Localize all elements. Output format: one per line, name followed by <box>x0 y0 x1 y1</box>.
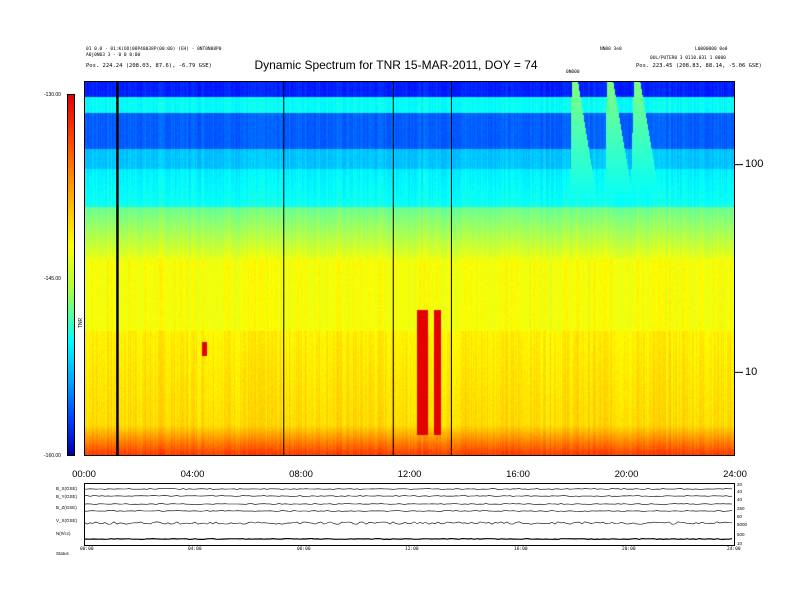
ts-x-tick-3: 12:00 <box>405 547 419 552</box>
spectrum-overlay <box>116 82 452 455</box>
ts-right-5: 5000 <box>737 522 748 527</box>
ts-x-tick-4: 16:00 <box>514 547 528 552</box>
ts-right-7: 10 <box>737 541 743 546</box>
ts-right-2: 40 <box>737 497 743 502</box>
x-tick-1: 04:00 <box>180 469 205 480</box>
ts-label-bx: B_X(GSE) <box>56 486 78 491</box>
x-tick-2: 08:00 <box>289 469 313 480</box>
ts-label-status: Status <box>56 551 69 556</box>
ts-right-1: 40 <box>737 489 743 494</box>
ts-right-0: 20 <box>737 482 743 487</box>
y-tick-100: 100 <box>745 158 764 170</box>
x-tick-0: 00:00 <box>72 469 96 480</box>
colorbar-tick-bottom: -160.00 <box>44 453 61 459</box>
header-right-line-3: 0UL/PUTER0 3 0110.031 1 0000 <box>650 56 726 61</box>
timeseries-trace <box>84 488 732 490</box>
ts-label-n: N(#/cc) <box>56 531 71 536</box>
timeseries-panel <box>84 483 735 546</box>
header-right-line-1: NN00 3e0 <box>600 47 622 52</box>
colorbar-tick-top: -130.00 <box>44 92 61 98</box>
ts-label-bz: B_Z(GSE) <box>56 505 77 510</box>
header-left-line-1: 01 0.0 - 01:K(OO)08P40038P(00:00) (EH) -… <box>86 47 222 52</box>
y-tick-10: 10 <box>745 366 758 378</box>
chart-title: Dynamic Spectrum for TNR 15-MAR-2011, DO… <box>254 58 538 72</box>
timeseries-trace <box>84 503 733 505</box>
ts-label-vx: V_X(GSE) <box>56 518 78 523</box>
timeseries-trace <box>84 495 733 497</box>
y-axis-ticks <box>735 164 743 373</box>
spectrum-canvas <box>85 82 734 455</box>
ts-x-tick-2: 08:00 <box>297 547 311 552</box>
x-tick-3: 12:00 <box>397 469 422 480</box>
ts-x-tick-0: 00:00 <box>80 547 94 552</box>
dynamic-spectrum <box>84 81 735 456</box>
x-tick-5: 20:00 <box>614 469 639 480</box>
ts-x-tick-5: 20:00 <box>622 547 636 552</box>
colorbar-tick-mid: -145.00 <box>44 276 61 282</box>
ts-right-6: 500 <box>737 532 745 537</box>
x-tick-4: 16:00 <box>506 469 530 480</box>
header-left-line-3: Pos. 224.24 (208.03, 87.6), -6.79 GSE) <box>86 63 212 69</box>
timeseries-trace <box>84 537 733 541</box>
header-mid-label: 0N000 <box>566 70 580 75</box>
ts-label-by: B_Y(GSE) <box>56 494 78 499</box>
colorbar <box>67 94 75 456</box>
header-left-line-2: A0j0N03 3 - 0 0 0:00 <box>86 53 141 58</box>
timeseries-trace <box>84 510 733 512</box>
ts-x-tick-6: 24:00 <box>727 547 741 552</box>
ts-right-4: 60 <box>737 514 743 519</box>
timeseries-trace <box>84 521 733 525</box>
x-tick-6: 24:00 <box>723 469 747 480</box>
ts-right-3: 250 <box>737 506 745 511</box>
ts-x-tick-1: 04:00 <box>188 547 202 552</box>
header-right-line-2: L0000000 0e0 <box>695 47 728 52</box>
header-right-line-4: Pos. 223.45 (208.83, 88.14, -5.06 GSE) <box>636 63 762 69</box>
